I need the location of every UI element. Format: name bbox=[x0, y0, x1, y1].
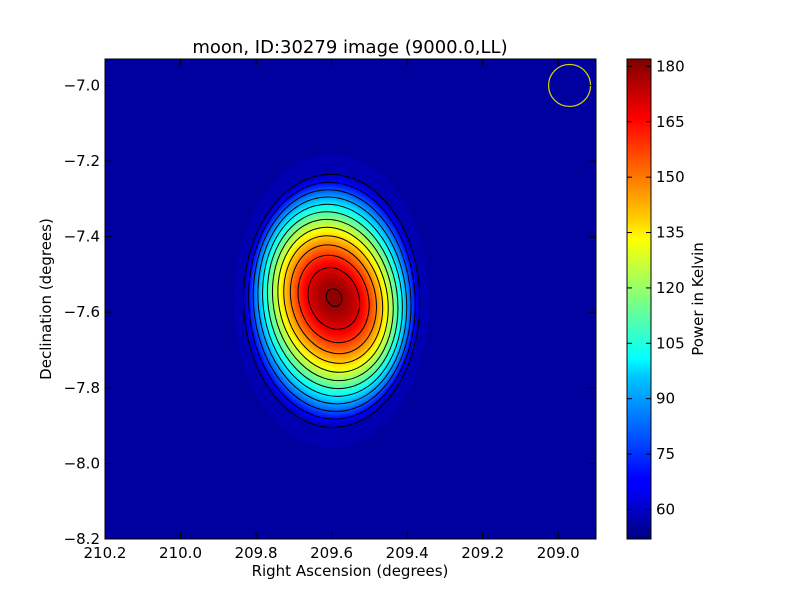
y-tick-label: −7.0 bbox=[64, 76, 100, 94]
y-tick-label: −7.2 bbox=[64, 152, 100, 170]
contour-lines bbox=[243, 173, 421, 428]
y-tick-label: −8.2 bbox=[64, 530, 100, 548]
y-axis-label: Declination (degrees) bbox=[37, 218, 55, 380]
colorbar bbox=[626, 58, 652, 540]
plot-frame bbox=[104, 58, 597, 540]
colorbar-ticks: 60 75 90 105 120 135 150 165 180 bbox=[627, 57, 685, 518]
x-tick-label: 209.0 bbox=[537, 544, 580, 562]
x-tick-label: 209.2 bbox=[461, 544, 504, 562]
contour-line bbox=[257, 196, 408, 405]
colorbar-tick-label: 165 bbox=[656, 113, 685, 131]
colorbar-tick-label: 75 bbox=[656, 445, 675, 463]
y-tick-label: −7.6 bbox=[64, 303, 100, 321]
x-tick-label: 209.6 bbox=[310, 544, 353, 562]
colorbar-tick-label: 60 bbox=[656, 500, 675, 518]
y-tick-label: −7.4 bbox=[64, 228, 100, 246]
colorbar-tick-label: 135 bbox=[656, 224, 685, 242]
contour-line bbox=[271, 218, 394, 382]
y-tick-label: −7.8 bbox=[64, 379, 100, 397]
chart-title: moon, ID:30279 image (9000.0,LL) bbox=[192, 37, 507, 58]
x-axis-label: Right Ascension (degrees) bbox=[252, 562, 449, 580]
contour-line bbox=[243, 173, 421, 428]
contour-line bbox=[262, 203, 403, 397]
contour-line bbox=[307, 267, 361, 330]
colorbar-tick-label: 120 bbox=[656, 279, 685, 297]
contour-line bbox=[297, 254, 370, 344]
contour-line bbox=[277, 226, 389, 373]
contour-line bbox=[266, 211, 399, 390]
y-axis-ticks: −7.0 −7.2 −7.4 −7.6 −7.8 −8.0 −8.2 bbox=[64, 76, 596, 548]
contour-line bbox=[248, 181, 416, 420]
colorbar-tick-label: 150 bbox=[656, 168, 685, 186]
x-axis-ticks: 210.2 210.0 209.8 209.6 209.4 209.2 209.0 bbox=[84, 59, 580, 562]
x-tick-label: 209.4 bbox=[386, 544, 429, 562]
colorbar-tick-label: 90 bbox=[656, 390, 675, 408]
contour-line bbox=[325, 288, 343, 307]
x-tick-label: 210.0 bbox=[159, 544, 202, 562]
colorbar-tick-label: 180 bbox=[656, 57, 685, 75]
colorbar-tick-label: 105 bbox=[656, 334, 685, 352]
contour-line bbox=[283, 235, 384, 364]
heat-level bbox=[326, 288, 342, 307]
contour-line bbox=[289, 244, 377, 355]
colorbar-label: Power in Kelvin bbox=[689, 242, 707, 356]
contour-line bbox=[252, 189, 412, 412]
x-tick-label: 209.8 bbox=[235, 544, 278, 562]
y-tick-label: −8.0 bbox=[64, 454, 100, 472]
heatmap-plot bbox=[105, 59, 596, 539]
x-tick-label: 210.2 bbox=[84, 544, 127, 562]
